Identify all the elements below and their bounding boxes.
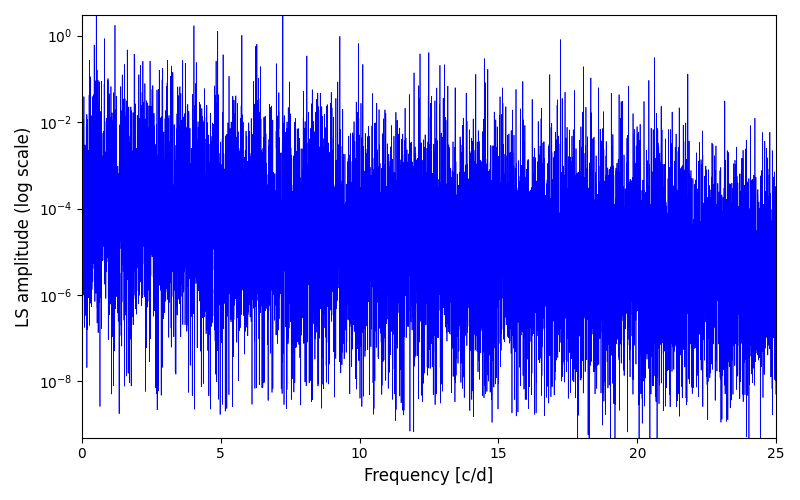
Y-axis label: LS amplitude (log scale): LS amplitude (log scale): [15, 126, 33, 326]
X-axis label: Frequency [c/d]: Frequency [c/d]: [364, 467, 494, 485]
